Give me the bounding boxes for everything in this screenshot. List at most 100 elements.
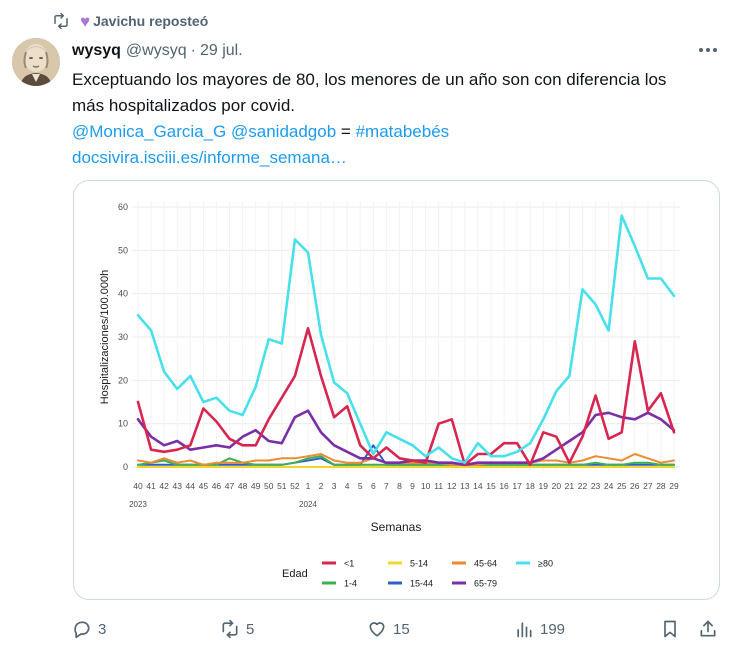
- series-line-under-1: [136, 327, 676, 467]
- legend-label: ≥80: [538, 559, 553, 569]
- like-button[interactable]: 15: [367, 615, 410, 643]
- equals-sign: =: [340, 122, 351, 141]
- y-tick-label: 60: [118, 202, 128, 212]
- x-tick-label: 28: [656, 481, 666, 491]
- purple-heart-icon: ♥: [80, 11, 91, 31]
- mention-sanidadgob[interactable]: @sanidadgob: [231, 122, 337, 141]
- series-line-1-4: [137, 455, 675, 466]
- share-button[interactable]: [698, 615, 724, 643]
- bookmark-button[interactable]: [660, 615, 686, 643]
- x-tick-label: 47: [225, 481, 235, 491]
- x-tick-label: 9: [410, 481, 415, 491]
- y-tick-label: 40: [118, 289, 128, 299]
- x-tick-label: 48: [238, 481, 248, 491]
- reply-button[interactable]: 3: [72, 615, 106, 643]
- repost-icon: [54, 12, 68, 30]
- y-tick-label: 10: [118, 419, 128, 429]
- x-tick-label: 42: [159, 481, 169, 491]
- chart-image[interactable]: 0 10 20 30 40 50 60 40 41 42 43 44 45 46 47 48 49 50 51 52 1…: [73, 180, 720, 600]
- x-tick-label: 40: [133, 481, 143, 491]
- heart-icon: [369, 622, 385, 637]
- x-tick-label: 14: [473, 481, 483, 491]
- tweet-text-line-1: Exceptuando los mayores de 80, los menor…: [72, 70, 667, 89]
- author-name[interactable]: wysyq: [72, 42, 121, 59]
- views-button[interactable]: 199: [514, 615, 565, 643]
- x-tick-label: 44: [186, 481, 196, 491]
- legend-label: 1-4: [344, 579, 357, 589]
- x-tick-label: 20: [552, 481, 562, 491]
- repost-indicator: ♥ Javichu reposteó: [52, 10, 208, 32]
- x-tick-label: 51: [277, 481, 287, 491]
- y-axis-label: Hospitalizaciones/100.000h: [99, 270, 111, 405]
- legend-title: Edad: [282, 568, 308, 580]
- tweet-text-line-2: más hospitalizados por covid.: [72, 96, 296, 115]
- x-tick-label: 2: [319, 481, 324, 491]
- bookmark-icon: [664, 620, 676, 638]
- x-tick-label: 29: [669, 481, 679, 491]
- x-tick-label: 46: [212, 481, 222, 491]
- x-tick-label: 11: [434, 481, 443, 491]
- x-tick-label: 23: [591, 481, 601, 491]
- x-tick-label: 45: [199, 481, 209, 491]
- x-tick-label: 50: [264, 481, 274, 491]
- like-count: 15: [393, 620, 410, 638]
- legend-label: 5-14: [410, 559, 428, 569]
- x-tick-label: 27: [643, 481, 653, 491]
- x-tick-label: 12: [447, 481, 457, 491]
- mention-monica-garcia[interactable]: @Monica_Garcia_G: [72, 122, 227, 141]
- y-tick-label: 50: [118, 245, 128, 255]
- x-tick-label: 10: [421, 481, 431, 491]
- tweet-url-link[interactable]: docsivira.isciii.es/informe_semana…: [72, 148, 347, 167]
- separator-dot: ·: [190, 42, 196, 59]
- tweet-date[interactable]: 29 jul.: [199, 42, 243, 59]
- x-tick-label: 17: [512, 481, 522, 491]
- y-tick-label: 30: [118, 332, 128, 342]
- legend-label: 65-79: [474, 579, 497, 589]
- y-tick-label: 0: [123, 462, 128, 472]
- repost-count: 5: [246, 620, 255, 638]
- legend-label: 45-64: [474, 559, 497, 569]
- more-options-icon[interactable]: [696, 40, 720, 60]
- x-axis-label: Semanas: [371, 520, 422, 534]
- x-tick-label: 21: [565, 481, 575, 491]
- x-tick-label: 4: [345, 481, 350, 491]
- reply-icon: [74, 621, 90, 639]
- tweet-header: wysyq @wysyq · 29 jul.: [72, 40, 243, 62]
- repost-icon: [222, 619, 238, 639]
- avatar[interactable]: [12, 38, 60, 86]
- y-tick-label: 20: [118, 375, 128, 385]
- x-tick-label: 3: [332, 481, 337, 491]
- tweet-links-line: @Monica_Garcia_G @sanidadgob = #matabebé…: [72, 119, 732, 145]
- year-label: 2024: [299, 500, 317, 509]
- views-count: 199: [540, 620, 566, 638]
- x-tick-label: 1: [306, 481, 311, 491]
- repost-button[interactable]: 5: [220, 615, 254, 643]
- x-tick-label: 7: [384, 481, 389, 491]
- x-tick-label: 25: [617, 481, 627, 491]
- x-tick-label: 13: [460, 481, 470, 491]
- x-tick-label: 16: [499, 481, 509, 491]
- author-handle[interactable]: @wysyq: [125, 42, 187, 59]
- x-tick-label: 43: [172, 481, 182, 491]
- year-label: 2023: [129, 500, 147, 509]
- x-tick-label: 22: [578, 481, 588, 491]
- x-tick-label: 18: [525, 481, 535, 491]
- x-tick-label: 6: [371, 481, 376, 491]
- repost-label[interactable]: Javichu reposteó: [93, 13, 209, 29]
- x-tick-label: 49: [251, 481, 261, 491]
- legend-label: <1: [344, 559, 354, 569]
- action-bar: 3 5 15 199: [72, 615, 722, 643]
- x-tick-label: 26: [630, 481, 640, 491]
- share-icon: [700, 620, 716, 637]
- x-tick-label: 8: [397, 481, 402, 491]
- views-icon: [517, 622, 532, 638]
- x-tick-label: 19: [539, 481, 549, 491]
- legend-label: 15-44: [410, 579, 433, 589]
- x-tick-label: 5: [358, 481, 363, 491]
- x-tick-label: 41: [146, 481, 156, 491]
- series-line-80-plus: [136, 214, 676, 465]
- tweet-text: Exceptuando los mayores de 80, los menor…: [72, 67, 732, 171]
- x-tick-label: 15: [486, 481, 496, 491]
- hashtag-matabebes[interactable]: #matabebés: [355, 122, 450, 141]
